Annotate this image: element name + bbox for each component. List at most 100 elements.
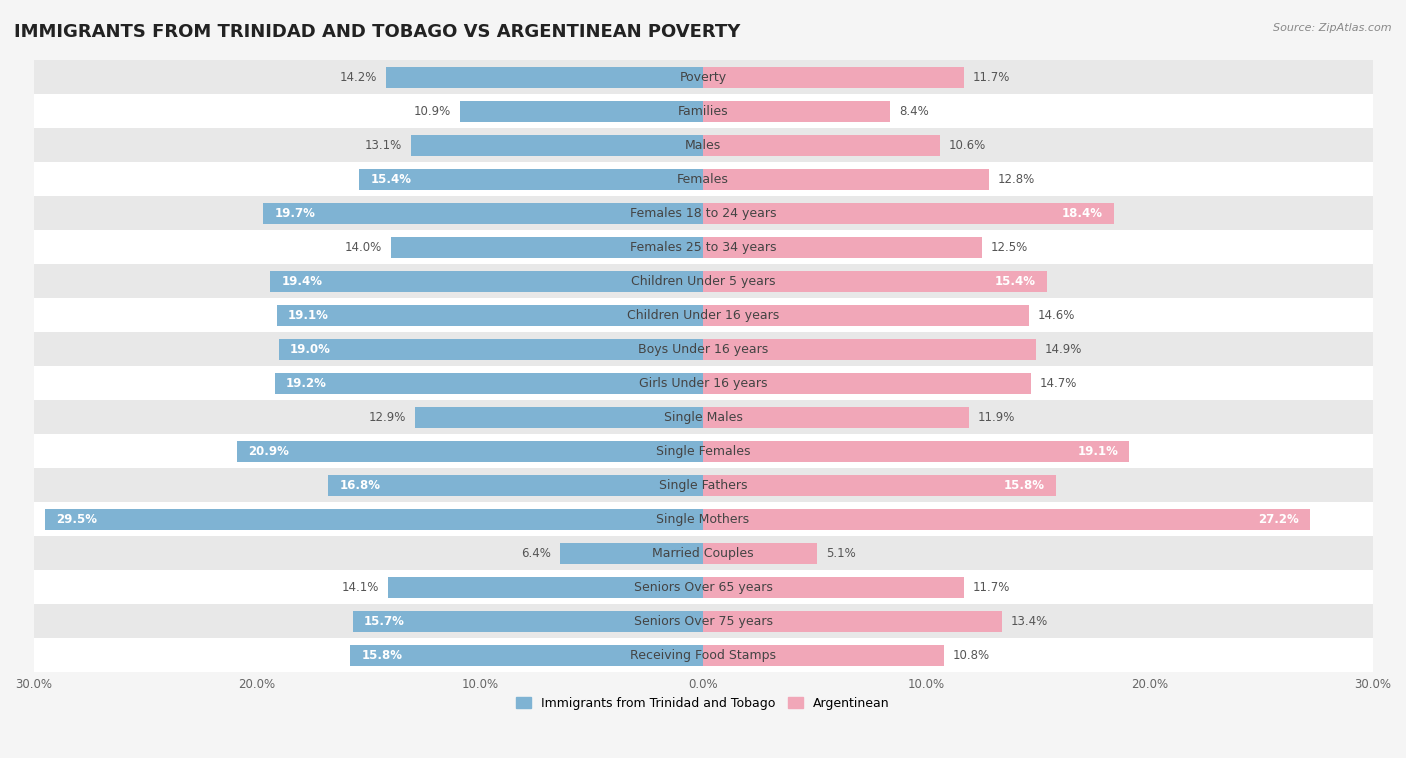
Text: 12.5%: 12.5%	[991, 241, 1028, 254]
Text: Single Fathers: Single Fathers	[659, 479, 747, 492]
Bar	[703, 305, 1029, 326]
Bar	[388, 577, 703, 598]
Bar	[34, 162, 1372, 196]
Text: Girls Under 16 years: Girls Under 16 years	[638, 377, 768, 390]
Bar	[270, 271, 703, 292]
Bar	[34, 570, 1372, 604]
Text: Females 25 to 34 years: Females 25 to 34 years	[630, 241, 776, 254]
Bar	[34, 503, 1372, 537]
Text: 10.6%: 10.6%	[949, 139, 986, 152]
Bar	[703, 509, 1310, 530]
Bar	[34, 230, 1372, 265]
Text: Females 18 to 24 years: Females 18 to 24 years	[630, 207, 776, 220]
Bar	[703, 339, 1035, 360]
Bar	[34, 468, 1372, 503]
Bar	[703, 577, 965, 598]
Text: 15.4%: 15.4%	[994, 275, 1035, 288]
Text: 11.7%: 11.7%	[973, 71, 1011, 84]
Text: 14.1%: 14.1%	[342, 581, 380, 594]
Text: Single Mothers: Single Mothers	[657, 513, 749, 526]
Text: IMMIGRANTS FROM TRINIDAD AND TOBAGO VS ARGENTINEAN POVERTY: IMMIGRANTS FROM TRINIDAD AND TOBAGO VS A…	[14, 23, 741, 41]
Text: Boys Under 16 years: Boys Under 16 years	[638, 343, 768, 356]
Bar	[387, 67, 703, 88]
Bar	[34, 265, 1372, 299]
Bar	[703, 611, 1002, 632]
Bar	[263, 203, 703, 224]
Bar	[703, 236, 981, 258]
Text: 13.1%: 13.1%	[364, 139, 402, 152]
Text: 11.9%: 11.9%	[977, 411, 1015, 424]
Text: Seniors Over 75 years: Seniors Over 75 years	[634, 615, 772, 628]
Bar	[703, 271, 1046, 292]
Text: 15.8%: 15.8%	[361, 649, 402, 662]
Text: 29.5%: 29.5%	[56, 513, 97, 526]
Bar	[34, 638, 1372, 672]
Bar	[360, 169, 703, 190]
Text: 5.1%: 5.1%	[825, 547, 855, 560]
Text: 11.7%: 11.7%	[973, 581, 1011, 594]
Bar	[703, 645, 943, 666]
Text: 8.4%: 8.4%	[900, 105, 929, 118]
Text: 14.7%: 14.7%	[1040, 377, 1077, 390]
Bar	[274, 373, 703, 394]
Bar	[328, 475, 703, 496]
Text: 19.2%: 19.2%	[285, 377, 326, 390]
Text: Poverty: Poverty	[679, 71, 727, 84]
Text: 19.7%: 19.7%	[274, 207, 315, 220]
Bar	[34, 434, 1372, 468]
Text: 19.1%: 19.1%	[1077, 445, 1118, 458]
Bar	[34, 95, 1372, 128]
Bar	[703, 101, 890, 122]
Text: 10.9%: 10.9%	[413, 105, 451, 118]
Text: 15.7%: 15.7%	[364, 615, 405, 628]
Text: 12.9%: 12.9%	[368, 411, 406, 424]
Bar	[415, 407, 703, 428]
Bar	[460, 101, 703, 122]
Bar	[34, 537, 1372, 570]
Text: 14.6%: 14.6%	[1038, 309, 1076, 322]
Bar	[703, 475, 1056, 496]
Text: 18.4%: 18.4%	[1062, 207, 1102, 220]
Text: Seniors Over 65 years: Seniors Over 65 years	[634, 581, 772, 594]
Text: 10.8%: 10.8%	[953, 649, 990, 662]
Text: 15.8%: 15.8%	[1004, 479, 1045, 492]
Bar	[34, 332, 1372, 366]
Bar	[34, 61, 1372, 95]
Text: 15.4%: 15.4%	[371, 173, 412, 186]
Text: 20.9%: 20.9%	[247, 445, 288, 458]
Bar	[703, 169, 988, 190]
Bar	[353, 611, 703, 632]
Legend: Immigrants from Trinidad and Tobago, Argentinean: Immigrants from Trinidad and Tobago, Arg…	[512, 692, 894, 715]
Bar	[34, 128, 1372, 162]
Bar	[703, 203, 1114, 224]
Bar	[391, 236, 703, 258]
Bar	[703, 135, 939, 156]
Bar	[411, 135, 703, 156]
Bar	[703, 543, 817, 564]
Text: 16.8%: 16.8%	[339, 479, 380, 492]
Text: 19.4%: 19.4%	[281, 275, 322, 288]
Text: Married Couples: Married Couples	[652, 547, 754, 560]
Text: Children Under 5 years: Children Under 5 years	[631, 275, 775, 288]
Bar	[34, 604, 1372, 638]
Text: 12.8%: 12.8%	[998, 173, 1035, 186]
Bar	[34, 299, 1372, 332]
Bar	[703, 67, 965, 88]
Text: 27.2%: 27.2%	[1258, 513, 1299, 526]
Text: 6.4%: 6.4%	[522, 547, 551, 560]
Bar	[277, 305, 703, 326]
Text: 13.4%: 13.4%	[1011, 615, 1049, 628]
Text: 19.0%: 19.0%	[290, 343, 330, 356]
Text: Source: ZipAtlas.com: Source: ZipAtlas.com	[1274, 23, 1392, 33]
Text: 14.2%: 14.2%	[340, 71, 377, 84]
Text: Children Under 16 years: Children Under 16 years	[627, 309, 779, 322]
Bar	[703, 441, 1129, 462]
Text: 14.0%: 14.0%	[344, 241, 381, 254]
Bar	[34, 196, 1372, 230]
Bar	[560, 543, 703, 564]
Bar	[34, 366, 1372, 400]
Bar	[350, 645, 703, 666]
Text: Females: Females	[678, 173, 728, 186]
Text: Receiving Food Stamps: Receiving Food Stamps	[630, 649, 776, 662]
Bar	[45, 509, 703, 530]
